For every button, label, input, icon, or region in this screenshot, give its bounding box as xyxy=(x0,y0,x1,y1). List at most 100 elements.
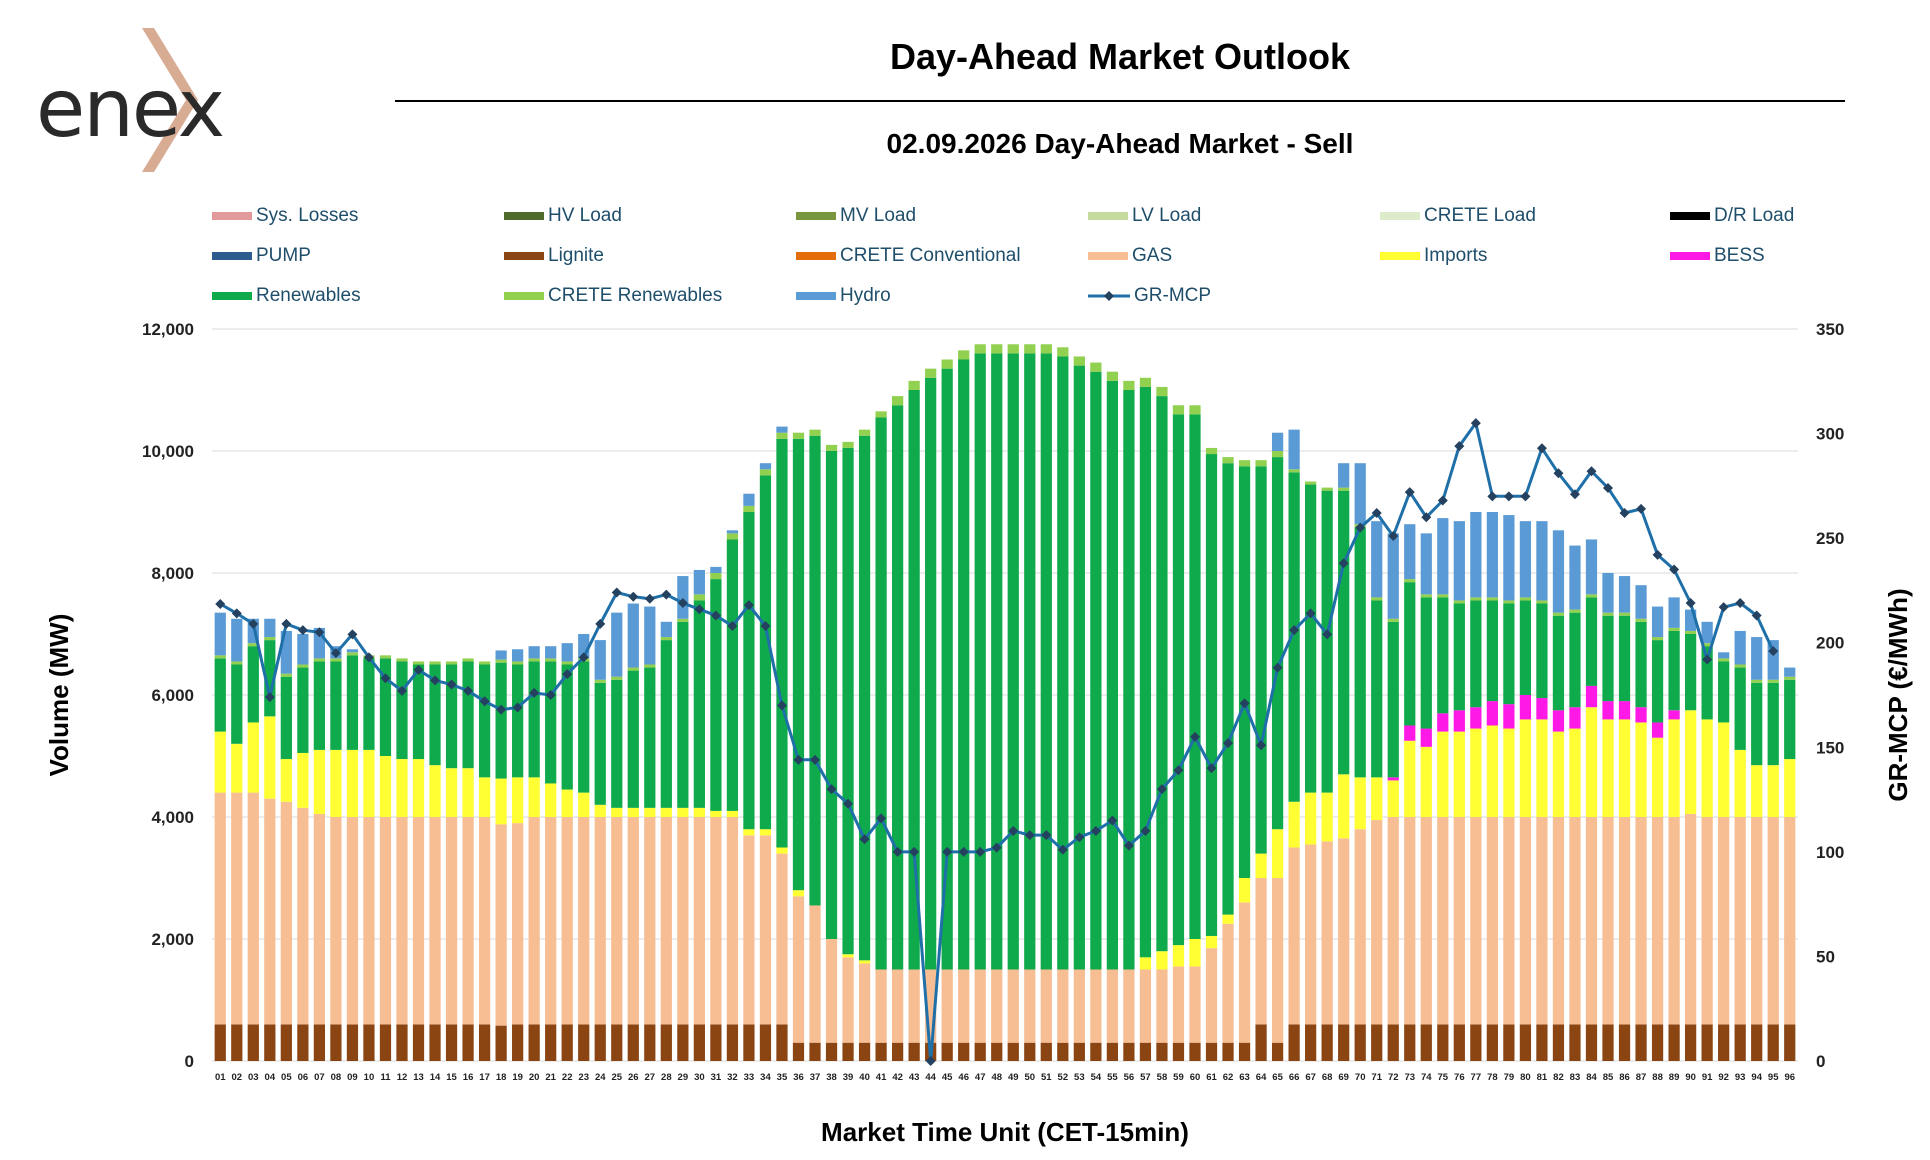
bar-segment-gas xyxy=(1651,817,1664,1025)
bar-segment-imports xyxy=(611,807,623,817)
legend-item: D/R Load xyxy=(1670,204,1794,228)
bar-segment-hydro xyxy=(1751,637,1763,680)
bar-segment-gas xyxy=(1701,817,1713,1025)
bar-segment-gas xyxy=(264,798,276,1025)
x-tick-label: 39 xyxy=(843,1072,854,1083)
bar-segment-renewables xyxy=(1123,390,1135,970)
bar-segment-gas xyxy=(925,969,937,1043)
x-tick-label: 64 xyxy=(1256,1072,1267,1083)
bar-segment-hydro xyxy=(545,646,557,659)
bar-segment-imports xyxy=(429,765,441,817)
legend-item: CRETE Conventional xyxy=(796,244,1021,268)
bar-segment-hydro xyxy=(1536,521,1548,601)
legend-item: LV Load xyxy=(1088,204,1201,228)
bar-segment-imports xyxy=(280,759,292,802)
bar-segment-lignite xyxy=(809,1042,821,1061)
x-tick-label: 16 xyxy=(463,1072,474,1083)
y2-tick-label: 300 xyxy=(1816,425,1844,444)
bar-segment-gas xyxy=(1024,969,1036,1043)
bar-segment-gas xyxy=(875,969,887,1043)
bar-segment-crete-renewables xyxy=(412,661,425,665)
bar-segment-gas xyxy=(1470,817,1482,1025)
bar-segment-lignite xyxy=(1090,1042,1102,1061)
bar-segment-renewables xyxy=(1602,615,1614,702)
mcp-point xyxy=(727,620,738,631)
bar-segment-gas xyxy=(693,817,705,1025)
mcp-point xyxy=(1123,840,1134,851)
bar-segment-crete-renewables xyxy=(1453,600,1465,604)
bar-segment-hydro xyxy=(660,621,672,638)
x-tick-label: 05 xyxy=(281,1072,292,1083)
bar-segment-gas xyxy=(1635,817,1647,1025)
bar-segment-gas xyxy=(495,824,507,1026)
bar-segment-crete-renewables xyxy=(726,533,739,540)
mcp-point xyxy=(942,846,953,857)
mcp-point xyxy=(710,610,721,621)
bar-segment-bess xyxy=(1420,728,1432,747)
bar-segment-renewables xyxy=(941,368,953,970)
bar-segment-bess xyxy=(1651,722,1664,738)
bar-segment-renewables xyxy=(1751,682,1763,766)
bar-segment-imports xyxy=(693,807,705,817)
bar-segment-gas xyxy=(1305,844,1317,1025)
bar-segment-renewables xyxy=(313,661,326,750)
legend-item: Hydro xyxy=(796,284,891,308)
bar-segment-gas xyxy=(941,969,953,1043)
bar-segment-imports xyxy=(1404,740,1416,817)
bar-segment-renewables xyxy=(776,438,788,848)
x-tick-label: 35 xyxy=(777,1072,788,1083)
bar-segment-renewables xyxy=(561,664,573,790)
bar-segment-renewables xyxy=(726,539,739,811)
bar-segment-lignite xyxy=(1222,1042,1234,1061)
mcp-point xyxy=(1041,830,1052,841)
bar-segment-gas xyxy=(545,817,557,1025)
bar-segment-lignite xyxy=(1338,1024,1350,1061)
bar-segment-renewables xyxy=(594,682,606,805)
x-tick-label: 38 xyxy=(826,1072,837,1083)
legend-swatch xyxy=(1670,212,1710,220)
bar-segment-crete-renewables xyxy=(1602,612,1614,616)
bar-segment-lignite xyxy=(247,1024,259,1061)
bar-segment-gas xyxy=(1338,838,1350,1025)
legend-item: Lignite xyxy=(504,244,604,268)
bar-segment-gas xyxy=(1040,969,1052,1043)
bar-segment-gas xyxy=(528,817,540,1025)
bar-segment-imports xyxy=(1172,945,1185,967)
bar-segment-bess xyxy=(1668,710,1680,720)
legend-item: BESS xyxy=(1670,244,1765,268)
bar-segment-renewables xyxy=(1503,603,1515,705)
bar-segment-gas xyxy=(1106,969,1119,1043)
bar-segment-hydro xyxy=(1734,630,1746,665)
bar-segment-imports xyxy=(1552,731,1565,817)
bar-segment-imports xyxy=(710,810,722,817)
bar-segment-hydro xyxy=(594,640,606,680)
bar-segment-lignite xyxy=(908,1042,920,1061)
bar-segment-hydro xyxy=(1271,432,1284,451)
bar-segment-imports xyxy=(1222,914,1234,924)
bar-segment-imports xyxy=(1684,710,1697,814)
x-tick-label: 66 xyxy=(1289,1072,1300,1083)
bar-segment-imports xyxy=(346,749,359,817)
bar-segment-lignite xyxy=(644,1024,656,1061)
bar-segment-lignite xyxy=(1024,1042,1036,1061)
bar-segment-hydro xyxy=(1668,597,1680,628)
x-tick-label: 43 xyxy=(909,1072,920,1083)
bar-segment-lignite xyxy=(1701,1024,1713,1061)
bar-segment-imports xyxy=(363,749,375,817)
mcp-point xyxy=(1702,654,1713,665)
mcp-point xyxy=(1751,610,1762,621)
bar-segment-gas xyxy=(1371,820,1383,1025)
bar-segment-gas xyxy=(991,969,1003,1043)
bar-segment-lignite xyxy=(1585,1024,1598,1061)
x-tick-label: 55 xyxy=(1107,1072,1118,1083)
bar-segment-lignite xyxy=(330,1024,342,1061)
x-tick-label: 11 xyxy=(380,1072,391,1083)
bar-segment-hydro xyxy=(1420,533,1432,595)
bar-segment-crete-renewables xyxy=(429,661,441,665)
bar-segment-crete-renewables xyxy=(280,673,292,677)
mcp-point xyxy=(1355,522,1366,533)
bar-segment-crete-renewables xyxy=(1057,347,1069,357)
bar-segment-lignite xyxy=(1453,1024,1465,1061)
mcp-point xyxy=(1603,482,1614,493)
bar-segment-gas xyxy=(825,939,838,1043)
